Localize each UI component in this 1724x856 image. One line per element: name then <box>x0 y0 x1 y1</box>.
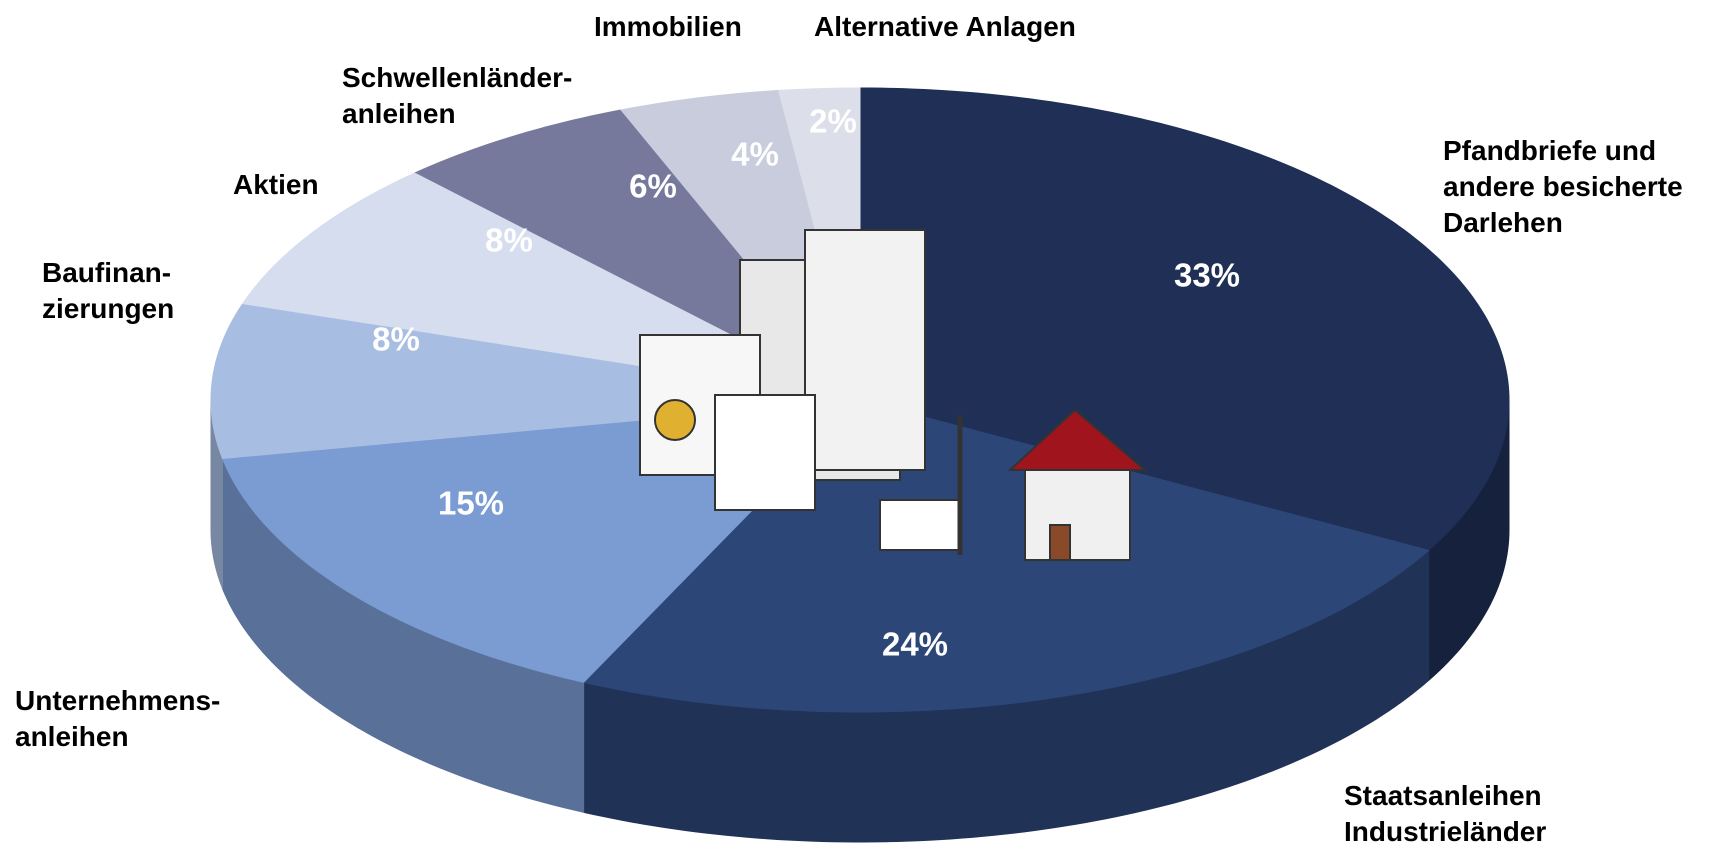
category-label: Pfandbriefe und andere besicherte Darlehen <box>1443 135 1683 238</box>
value-label: 2% <box>809 103 857 140</box>
category-line: Staatsanleihen <box>1344 780 1542 811</box>
category-line: Baufinan- <box>42 257 171 288</box>
category-line: Aktien <box>233 169 319 200</box>
category-label: Alternative Anlagen <box>814 11 1076 42</box>
chart: 33% 24% 15% 8% 8% 6% 4% 2% Pfandbriefe und andere… <box>0 0 1724 856</box>
value-label: 8% <box>372 321 420 358</box>
bond-card <box>715 395 815 510</box>
category-line: Alternative Anlagen <box>814 11 1076 42</box>
category-label: Unternehmens-anleihen <box>15 685 220 752</box>
category-line: Schwellenländer- <box>342 62 572 93</box>
value-label: 4% <box>731 136 779 173</box>
category-line: zierungen <box>42 293 174 324</box>
value-label: 6% <box>629 168 677 205</box>
category-label: Baufinan-zierungen <box>42 257 174 324</box>
category-label: Immobilien <box>594 11 742 42</box>
value-label: 24% <box>882 626 948 663</box>
category-line: Unternehmens- <box>15 685 220 716</box>
value-label: 15% <box>438 485 504 522</box>
category-line: Darlehen <box>1443 207 1563 238</box>
house <box>1025 470 1130 560</box>
category-label: Schwellenländer-anleihen <box>342 62 572 129</box>
category-line: Pfandbriefe und <box>1443 135 1656 166</box>
category-line: anleihen <box>342 98 456 129</box>
door <box>1050 525 1070 560</box>
value-label: 8% <box>485 222 533 259</box>
category-label: Aktien <box>233 169 319 200</box>
seal <box>655 400 695 440</box>
category-label: Staatsanleihen Industrieländer <box>1344 780 1546 847</box>
page: 33% 24% 15% 8% 8% 6% 4% 2% Pfandbriefe und andere… <box>0 0 1724 856</box>
building <box>805 230 925 470</box>
category-line: anleihen <box>15 721 129 752</box>
category-line: Industrieländer <box>1344 816 1546 847</box>
value-label: 33% <box>1174 257 1240 294</box>
stock-card <box>880 500 960 550</box>
category-line: andere besicherte <box>1443 171 1683 202</box>
category-line: Immobilien <box>594 11 742 42</box>
